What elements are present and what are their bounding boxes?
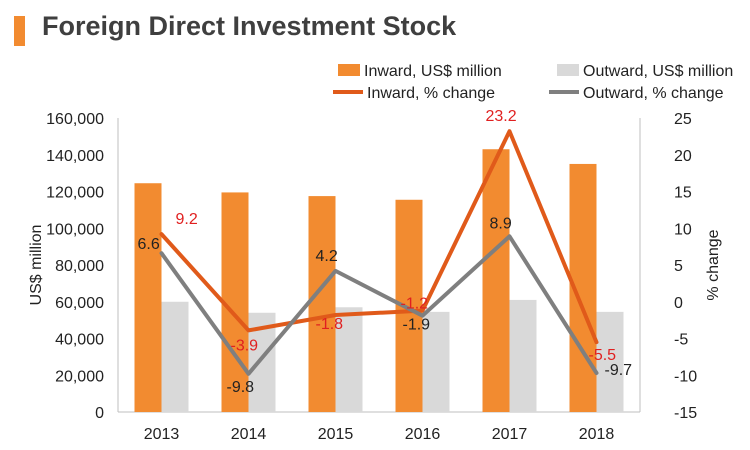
inward-bar	[308, 196, 336, 412]
legend: Inward, US$ million Outward, US$ million I…	[333, 63, 733, 102]
legend-swatch	[557, 64, 579, 76]
outward-bar	[509, 299, 537, 412]
outward-change-line	[159, 234, 599, 376]
inward-change-label: -1.8	[316, 316, 344, 333]
outward-change-label: 6.6	[138, 236, 160, 253]
y2-tick-label: 20	[674, 148, 692, 165]
inward-change-line	[159, 129, 599, 345]
inward-change-label: -5.5	[589, 347, 617, 364]
outward-change-label: 8.9	[490, 215, 512, 232]
outward-change-label: -9.8	[227, 379, 255, 396]
outward-bar	[335, 307, 363, 412]
title-accent-bar	[14, 16, 25, 46]
y-tick-label: 100,000	[46, 221, 104, 238]
x-tick-label: 2017	[492, 426, 528, 443]
x-tick-label: 2015	[318, 426, 354, 443]
legend-label: Outward, % change	[583, 85, 724, 102]
outward-bar	[161, 301, 189, 412]
x-tick-label: 2016	[405, 426, 441, 443]
inward-change-label: 23.2	[486, 108, 517, 125]
inward-change-label: 9.2	[176, 211, 198, 228]
outward-change-label: 4.2	[316, 248, 338, 265]
outward-bar	[596, 311, 624, 412]
bars	[134, 149, 624, 413]
y-tick-label: 0	[95, 405, 104, 422]
inward-change-label: -1.2	[401, 296, 429, 313]
y-tick-label: 60,000	[55, 295, 104, 312]
y-tick-label: 160,000	[46, 111, 104, 128]
y-tick-label: 140,000	[46, 148, 104, 165]
y2-tick-label: 0	[674, 295, 683, 312]
legend-label: Outward, US$ million	[583, 63, 733, 80]
y-tick-label: 120,000	[46, 185, 104, 202]
y2-tick-label: -15	[674, 405, 697, 422]
x-tick-label: 2018	[579, 426, 615, 443]
inward-bar	[134, 183, 162, 412]
inward-change-label: -3.9	[231, 337, 259, 354]
y2-tick-label: -10	[674, 368, 697, 385]
legend-label: Inward, US$ million	[364, 63, 502, 80]
legend-swatch	[338, 64, 360, 76]
inward-bar	[482, 149, 510, 413]
outward-bar	[422, 311, 450, 412]
y2-tick-label: 10	[674, 221, 692, 238]
legend-label: Inward, % change	[367, 85, 495, 102]
y-tick-label: 40,000	[55, 332, 104, 349]
y-tick-label: 20,000	[55, 368, 104, 385]
outward-change-label: -1.9	[403, 317, 431, 334]
y2-tick-label: -5	[674, 332, 688, 349]
y2-tick-label: 25	[674, 111, 692, 128]
y-axis-title: US$ million	[28, 225, 45, 306]
x-tick-label: 2013	[144, 426, 180, 443]
y2-tick-label: 15	[674, 185, 692, 202]
y2-tick-label: 5	[674, 258, 683, 275]
x-tick-label: 2014	[231, 426, 267, 443]
outward-change-label: -9.7	[605, 362, 633, 379]
data-labels: 9.2 -3.9 -1.8 -1.2 23.2 -5.5 6.6 -9.8 4.2 -1.9 8.9…	[138, 108, 633, 396]
y-tick-label: 80,000	[55, 258, 104, 275]
chart-title: Foreign Direct Investment Stock	[42, 11, 457, 41]
axes: 0 20,000 40,000 60,000 80,000 100,000 120,000 1…	[28, 111, 722, 443]
inward-bar	[221, 192, 249, 412]
y2-axis-title: % change	[705, 229, 722, 300]
lines	[159, 129, 599, 376]
